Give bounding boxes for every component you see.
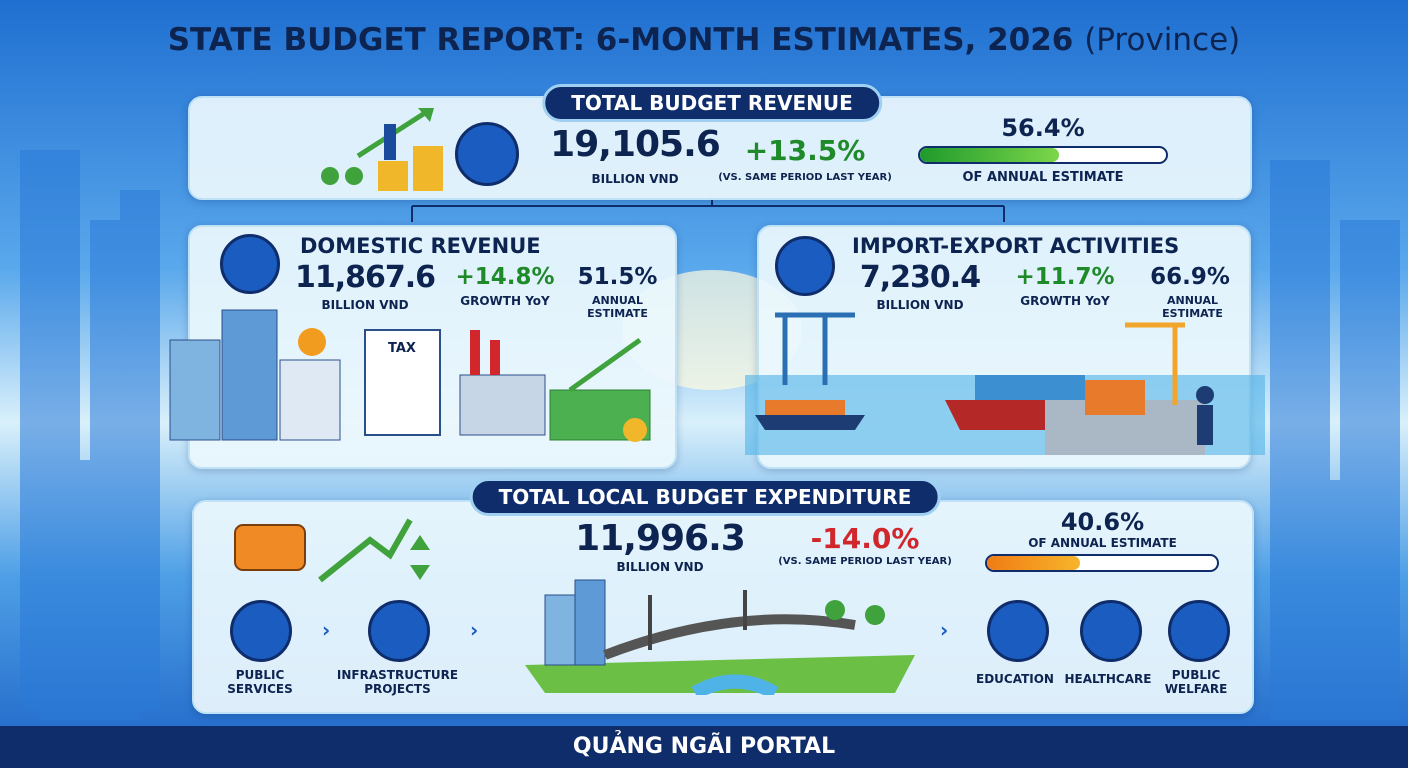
revenue-progress-label: 56.4% [1001,114,1085,142]
arrow: › [322,618,331,642]
infrastructure-icon [368,600,430,662]
import-export-growth-note: GROWTH YoY [1020,294,1110,308]
public-services-icon [230,600,292,662]
sector-label: HEALTHCARE [1064,672,1152,686]
expenditure-amount: 11,996.3 [575,518,746,559]
progress-fill [987,556,1081,570]
domestic-unit: BILLION VND [321,298,409,312]
expenditure-change-note: (VS. SAME PERIOD LAST YEAR) [778,556,952,567]
import-export-heading: IMPORT-EXPORT ACTIVITIES [852,234,1180,258]
revenue-icon [455,122,519,186]
expenditure-progress-label: 40.6% [1060,508,1145,536]
arrow: › [940,618,949,642]
revenue-illustration [321,108,443,191]
revenue-progress-note: OF ANNUAL ESTIMATE [962,170,1124,185]
revenue-progress [918,146,1168,164]
expenditure-progress [985,554,1219,572]
import-export-growth: +11.7% [1015,264,1115,290]
revenue-change: +13.5% [744,134,866,167]
domestic-share-note: ANNUAL ESTIMATE [587,294,648,320]
domestic-heading: DOMESTIC REVENUE [300,234,541,258]
import-export-icon [775,236,835,296]
domestic-amount: 11,867.6 [294,260,436,295]
import-export-amount: 7,230.4 [859,260,981,295]
expenditure-heading: TOTAL LOCAL BUDGET EXPENDITURE [469,478,941,516]
revenue-heading: TOTAL BUDGET REVENUE [542,84,882,122]
flow-label: INFRASTRUCTURE PROJECTS [336,668,459,696]
revenue-change-note: (VS. SAME PERIOD LAST YEAR) [718,172,892,183]
revenue-amount: 19,105.6 [550,124,721,165]
import-export-share-note: ANNUAL ESTIMATE [1162,294,1223,320]
sector-label: PUBLIC WELFARE [1164,668,1228,696]
import-export-share: 66.9% [1150,264,1230,290]
import-export-unit: BILLION VND [876,298,964,312]
flow-label: PUBLIC SERVICES [227,668,293,696]
expenditure-illustration [234,518,430,583]
arrow: › [470,618,479,642]
revenue-unit: BILLION VND [591,172,679,186]
domestic-share: 51.5% [577,264,658,290]
tax-label: TAX [388,341,416,356]
healthcare-icon [1080,600,1142,662]
title: STATE BUDGET REPORT: 6-MONTH ESTIMATES, … [0,22,1408,58]
port-illustration [745,312,1265,455]
footer: QUẢNG NGÃI PORTAL [0,726,1408,768]
domestic-icon [220,234,280,294]
public-welfare-icon [1168,600,1230,662]
progress-fill [920,148,1059,162]
infrastructure-illustration [525,579,915,695]
expenditure-change: -14.0% [810,522,920,555]
title-suffix: (Province) [1084,22,1241,58]
domestic-growth-note: GROWTH YoY [460,294,550,308]
expenditure-unit: BILLION VND [616,560,704,574]
education-icon [987,600,1049,662]
expenditure-progress-note: OF ANNUAL ESTIMATE [1028,536,1177,550]
sector-label: EDUCATION [976,672,1054,686]
domestic-illustration: TAX [169,309,651,442]
title-text: STATE BUDGET REPORT: 6-MONTH ESTIMATES, … [167,22,1074,58]
domestic-growth: +14.8% [455,264,555,290]
